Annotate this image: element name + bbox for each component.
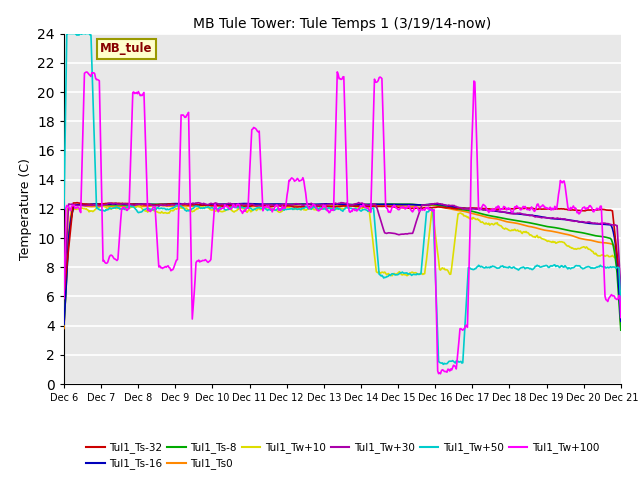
Legend: Tul1_Ts-32, Tul1_Ts-16, Tul1_Ts-8, Tul1_Ts0, Tul1_Tw+10, Tul1_Tw+30, Tul1_Tw+50,: Tul1_Ts-32, Tul1_Ts-16, Tul1_Ts-8, Tul1_… bbox=[82, 438, 603, 474]
Text: MB_tule: MB_tule bbox=[100, 42, 153, 55]
Y-axis label: Temperature (C): Temperature (C) bbox=[19, 158, 31, 260]
Title: MB Tule Tower: Tule Temps 1 (3/19/14-now): MB Tule Tower: Tule Temps 1 (3/19/14-now… bbox=[193, 17, 492, 31]
